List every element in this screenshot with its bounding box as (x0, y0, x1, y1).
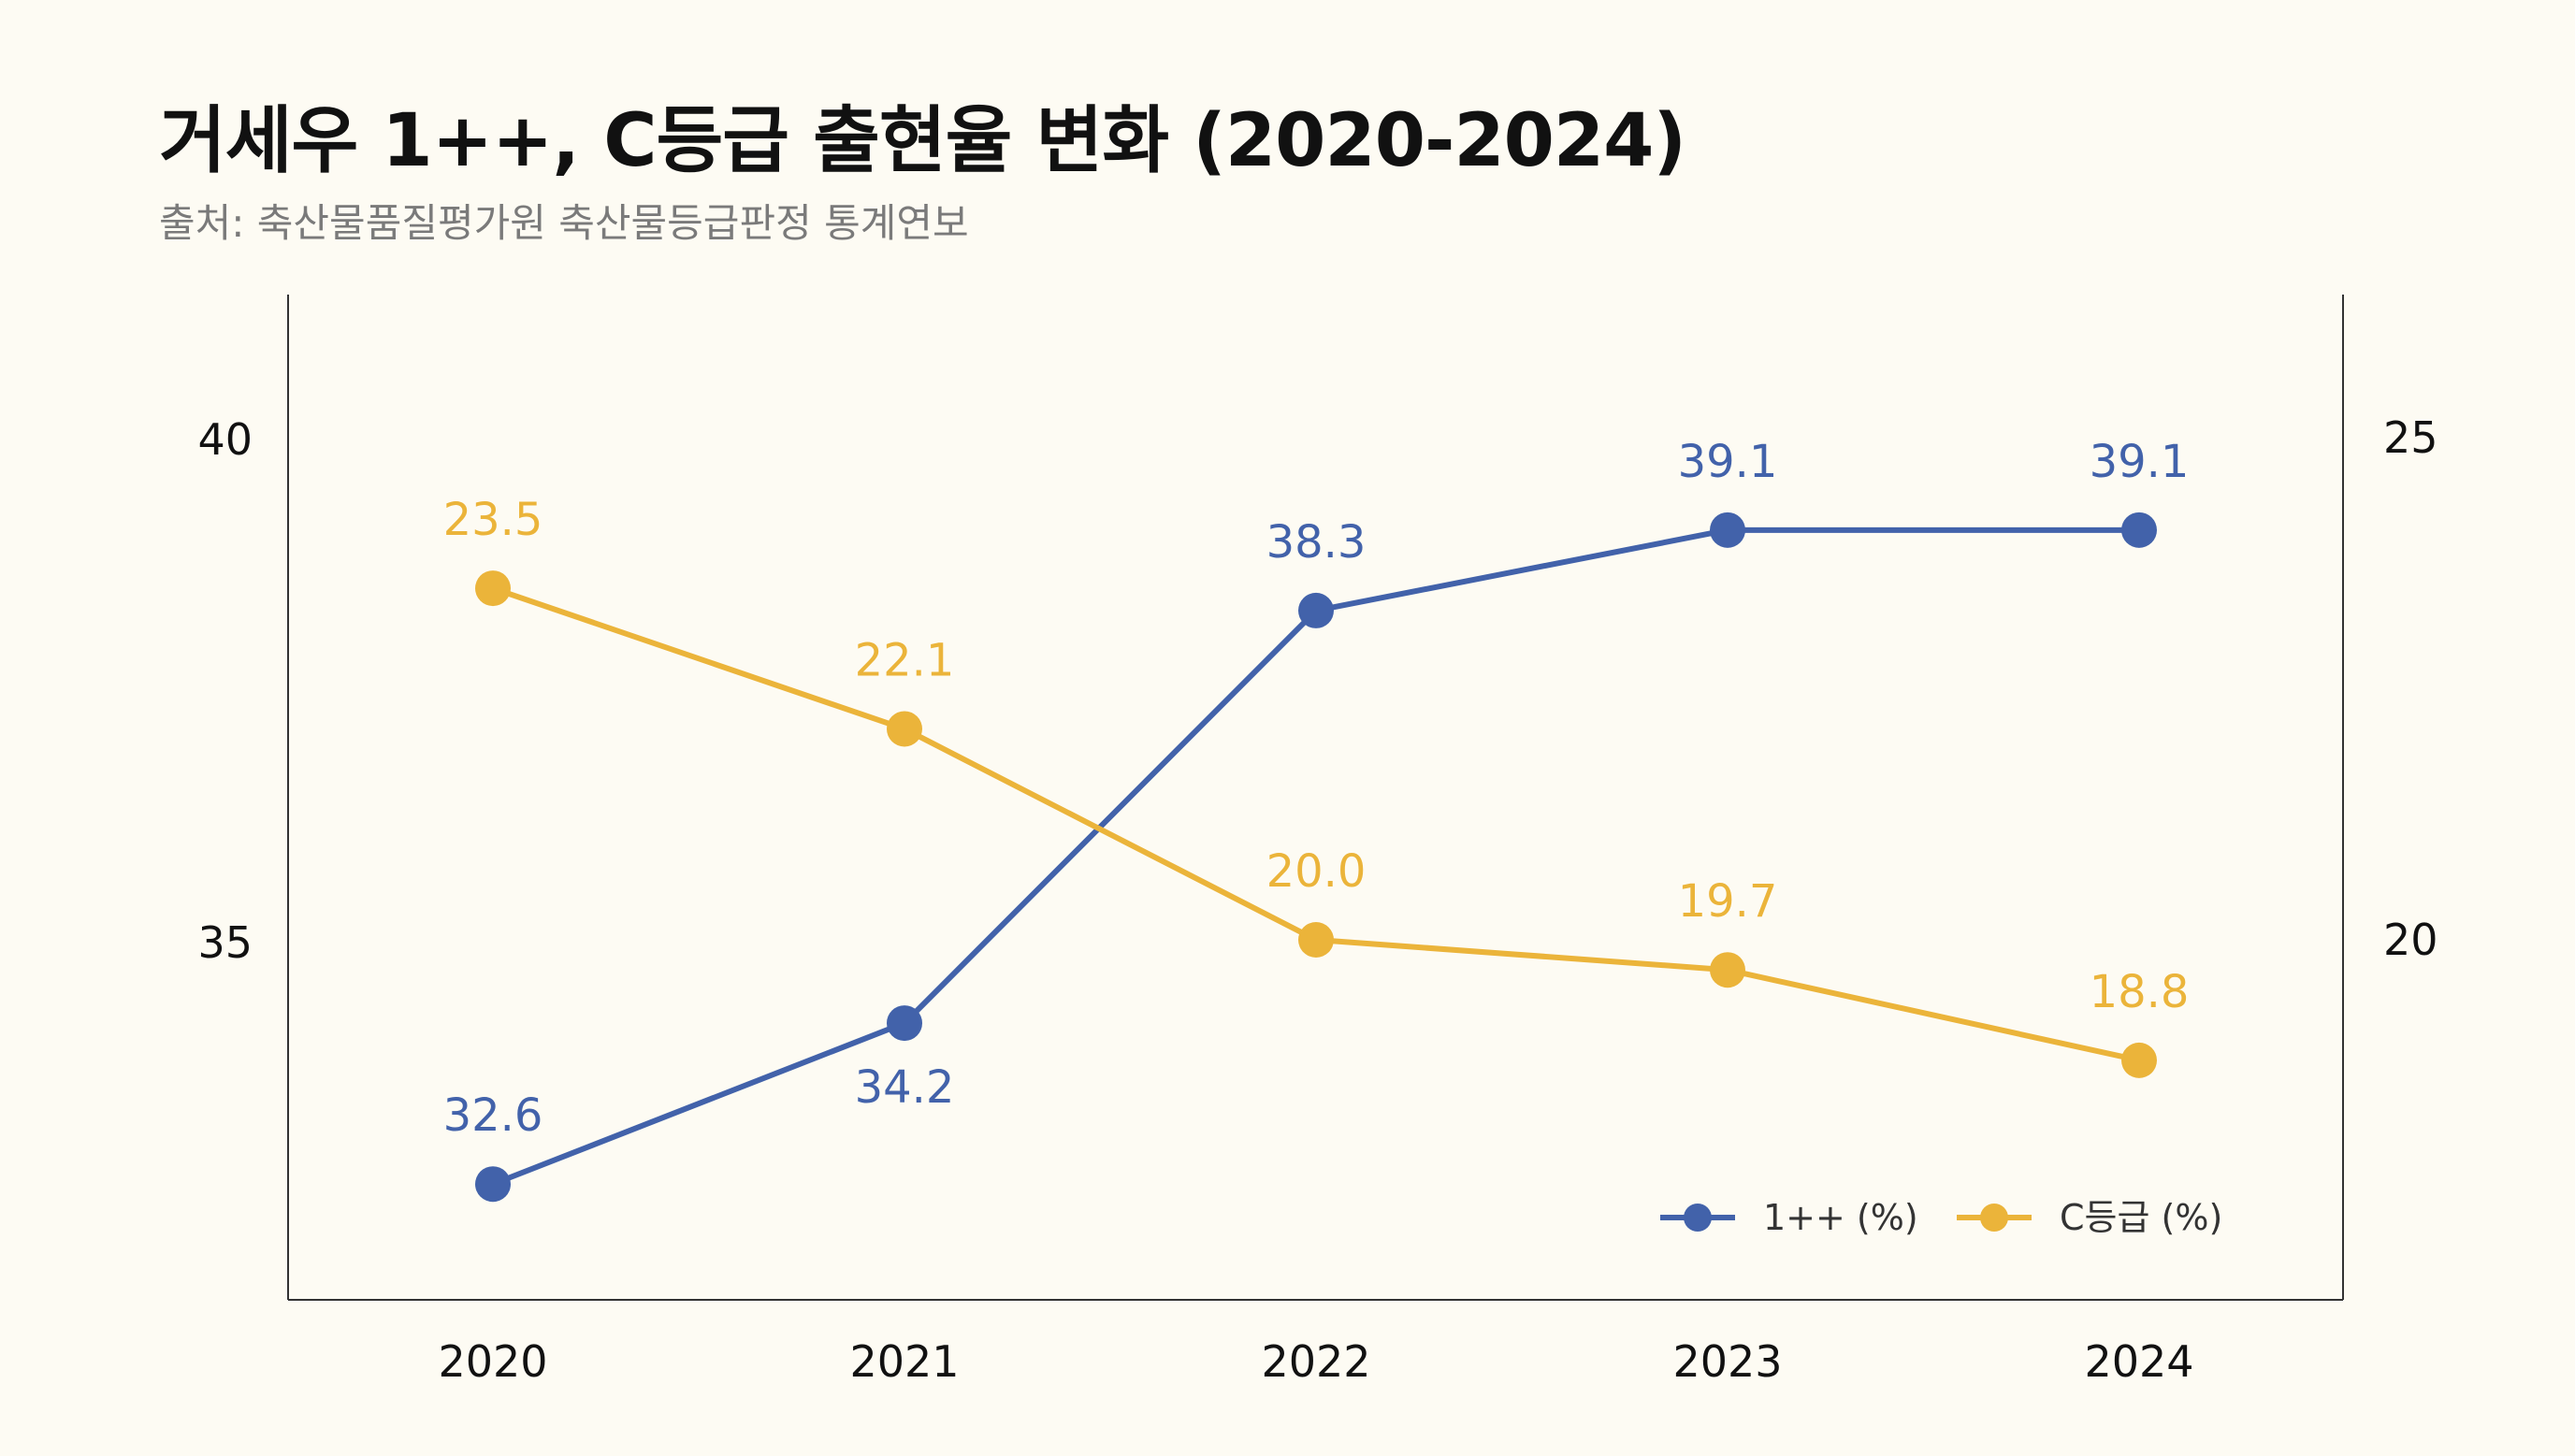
data-point-c-grade (2121, 1042, 2157, 1078)
data-label-1pp: 39.1 (1678, 436, 1778, 488)
data-label-c-grade: 19.7 (1678, 875, 1778, 928)
left-y-tick-label: 40 (197, 414, 253, 465)
series-points (475, 512, 2157, 1203)
ticks: 35 40 20 25 2020 2021 2022 2023 2024 (197, 412, 2438, 1387)
x-tick-label: 2022 (1261, 1336, 1370, 1387)
legend: 1++ (%) C등급 (%) (1660, 1197, 2222, 1238)
data-label-c-grade: 20.0 (1266, 845, 1367, 898)
data-label-1pp: 38.3 (1266, 516, 1367, 569)
legend-marker-1pp (1684, 1204, 1712, 1232)
data-label-c-grade: 23.5 (443, 494, 543, 546)
series-line-c-grade (492, 585, 2140, 1063)
data-label-1pp: 32.6 (443, 1089, 543, 1142)
data-labels: 32.6 34.2 38.3 39.1 39.1 23.5 22.1 20.0 19.7 18.8 (443, 436, 2190, 1142)
data-label-c-grade: 22.1 (855, 634, 955, 686)
legend-label-c-grade: C등급 (%) (2060, 1197, 2222, 1238)
right-y-tick-label: 25 (2383, 412, 2438, 463)
x-tick-label: 2023 (1672, 1336, 1782, 1387)
data-point-1pp (1710, 512, 1745, 548)
data-label-1pp: 34.2 (855, 1061, 955, 1114)
data-point-c-grade (1710, 952, 1745, 988)
x-tick-label: 2024 (2084, 1336, 2193, 1387)
data-point-1pp (887, 1005, 922, 1042)
left-y-tick-label: 35 (197, 917, 253, 968)
data-point-1pp (1298, 592, 1334, 628)
data-point-c-grade (475, 570, 511, 607)
right-y-tick-label: 20 (2383, 915, 2438, 965)
legend-marker-c-grade (1980, 1204, 2008, 1232)
x-tick-label: 2021 (849, 1336, 959, 1387)
chart-subtitle: 출처: 축산물품질평가원 축산물등급판정 통계연보 (159, 200, 969, 246)
chart-title: 거세우 1++, C등급 출현율 변화 (2020-2024) (159, 99, 1686, 183)
axes (287, 295, 2344, 1301)
data-point-c-grade (887, 711, 922, 747)
data-point-1pp (475, 1166, 511, 1203)
data-label-1pp: 39.1 (2090, 436, 2190, 488)
data-label-c-grade: 18.8 (2090, 966, 2190, 1018)
data-point-1pp (2121, 512, 2157, 548)
legend-label-1pp: 1++ (%) (1763, 1197, 1918, 1238)
x-tick-label: 2020 (438, 1336, 547, 1387)
data-point-c-grade (1298, 922, 1334, 958)
